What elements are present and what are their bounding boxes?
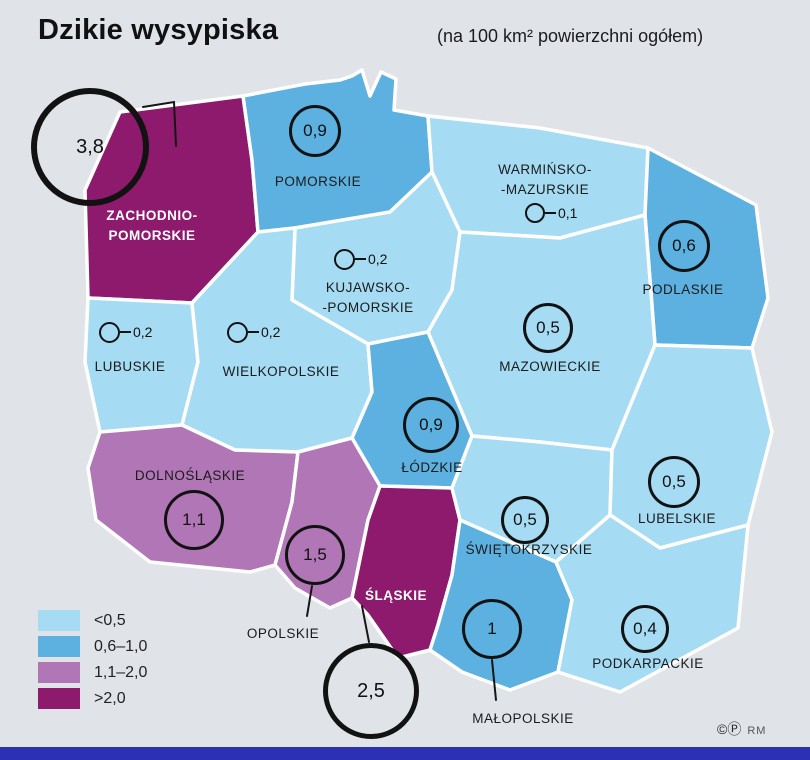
legend-item: 1,1–2,0	[38, 662, 147, 683]
legend-swatch-vhigh	[38, 688, 80, 709]
legend: <0,5 0,6–1,0 1,1–2,0 >2,0	[38, 610, 147, 714]
region-label-mazowieckie: MAZOWIECKIE	[499, 359, 601, 374]
region-shapes	[83, 68, 774, 694]
region-label-kujawsko-pomorskie: KUJAWSKO- -POMORSKIE	[322, 278, 413, 318]
legend-label-high: 1,1–2,0	[94, 663, 148, 681]
value-circle-malopolskie: 1	[462, 599, 522, 659]
value-dolnoslaskie: 1,1	[182, 510, 206, 529]
legend-label-vhigh: >2,0	[94, 689, 126, 707]
legend-label-low: <0,5	[94, 611, 126, 629]
region-label-dolnoslaskie: DOLNOŚLĄSKIE	[134, 468, 246, 483]
legend-swatch-mid	[38, 636, 80, 657]
marker-circle-icon	[334, 248, 355, 270]
value-wielkopolskie: 0,2	[261, 324, 281, 340]
region-label-swietokrzyskie: ŚWIĘTOKRZYSKIE	[465, 542, 593, 557]
marker-line	[248, 330, 259, 334]
region-podkarpackie	[554, 513, 750, 694]
marker-line	[355, 257, 366, 261]
region-label-lodzkie: ŁÓDZKIE	[401, 460, 463, 475]
value-warminsko-mazurskie: 0,1	[558, 205, 578, 221]
label-line: KUJAWSKO-	[325, 280, 411, 295]
value-circle-lubelskie: 0,5	[648, 456, 700, 508]
value-slaskie: 2,5	[357, 679, 385, 702]
legend-label-mid: 0,6–1,0	[94, 637, 148, 655]
region-label-opolskie: OPOLSKIE	[246, 626, 320, 641]
label-line: WARMIŃSKO-	[498, 162, 592, 177]
region-label-warminsko-mazurskie: WARMIŃSKO- -MAZURSKIE	[498, 160, 592, 200]
value-swietokrzyskie: 0,5	[513, 510, 537, 529]
value-circle-dolnoslaskie: 1,1	[164, 490, 224, 550]
value-circle-lodzkie: 0,9	[403, 397, 459, 453]
value-circle-opolskie: 1,5	[285, 525, 345, 585]
value-circle-mazowieckie: 0,5	[523, 303, 573, 353]
leader-line-slaskie	[361, 605, 370, 643]
legend-swatch-low	[38, 610, 80, 631]
value-marker-lubuskie: 0,2	[99, 321, 152, 343]
copyright-marks-icon: ©Ⓟ	[717, 721, 742, 737]
value-pomorskie: 0,9	[303, 121, 327, 140]
value-lodzkie: 0,9	[419, 415, 443, 434]
value-podkarpackie: 0,4	[633, 619, 657, 638]
value-malopolskie: 1	[487, 619, 497, 638]
legend-item: 0,6–1,0	[38, 636, 147, 657]
value-lubelskie: 0,5	[662, 472, 686, 491]
region-label-zachodniopomorskie: ZACHODNIO- POMORSKIE	[106, 206, 197, 246]
value-circle-swietokrzyskie: 0,5	[501, 496, 549, 544]
marker-line	[545, 211, 556, 215]
region-label-malopolskie: MAŁOPOLSKIE	[472, 711, 574, 726]
marker-circle-icon	[525, 203, 545, 223]
region-label-pomorskie: POMORSKIE	[274, 174, 362, 189]
legend-swatch-high	[38, 662, 80, 683]
leader-line-opolskie	[306, 585, 313, 617]
value-zachodniopomorskie: 3,8	[76, 135, 104, 158]
value-podlaskie: 0,6	[672, 236, 696, 255]
label-line: -POMORSKIE	[322, 300, 414, 315]
legend-item: <0,5	[38, 610, 147, 631]
label-line: POMORSKIE	[108, 228, 196, 243]
value-mazowieckie: 0,5	[536, 318, 560, 337]
value-kujawsko-pomorskie: 0,2	[368, 251, 388, 267]
leader-line-malopolskie	[491, 659, 497, 701]
region-label-slaskie: ŚLĄSKIE	[364, 588, 428, 603]
page-title: Dzikie wysypiska	[38, 14, 279, 46]
marker-circle-icon	[99, 321, 120, 343]
value-circle-podlaskie: 0,6	[658, 220, 710, 272]
region-label-podkarpackie: PODKARPACKIE	[592, 656, 704, 671]
label-line: -MAZURSKIE	[500, 182, 590, 197]
credits: ©Ⓟ RM	[717, 719, 766, 739]
marker-circle-icon	[227, 321, 248, 343]
value-opolskie: 1,5	[303, 545, 327, 564]
value-circle-slaskie: 2,5	[323, 643, 419, 739]
value-marker-wielkopolskie: 0,2	[227, 321, 280, 343]
marker-line	[120, 330, 131, 334]
value-marker-kujawsko-pomorskie: 0,2	[334, 248, 387, 270]
region-label-lubelskie: LUBELSKIE	[637, 511, 717, 526]
value-circle-zachodniopomorskie: 3,8	[31, 88, 149, 206]
value-circle-podkarpackie: 0,4	[621, 605, 669, 653]
credit-rm: RM	[747, 725, 767, 737]
bottom-accent-bar	[0, 747, 810, 760]
leader-line-zachodniopomorskie	[142, 100, 177, 147]
region-label-lubuskie: LUBUSKIE	[94, 359, 166, 374]
leader-lines	[142, 100, 497, 701]
region-label-podlaskie: PODLASKIE	[642, 282, 724, 297]
value-marker-warminsko-mazurskie: 0,1	[525, 202, 577, 224]
value-circle-pomorskie: 0,9	[289, 105, 341, 157]
value-lubuskie: 0,2	[133, 324, 153, 340]
page-subtitle: (na 100 km² powierzchni ogółem)	[437, 26, 704, 46]
legend-item: >2,0	[38, 688, 147, 709]
label-line: ZACHODNIO-	[106, 208, 198, 223]
region-label-wielkopolskie: WIELKOPOLSKIE	[222, 364, 340, 379]
